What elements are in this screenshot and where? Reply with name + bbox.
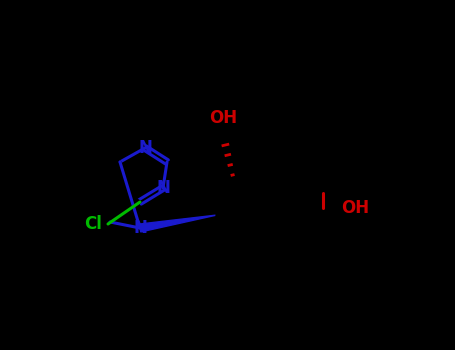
Text: N: N: [138, 139, 152, 157]
Text: Cl: Cl: [84, 215, 102, 233]
Polygon shape: [139, 215, 217, 232]
Text: OH: OH: [209, 109, 237, 127]
Text: OH: OH: [341, 199, 369, 217]
Text: N: N: [133, 219, 147, 237]
Text: N: N: [156, 179, 170, 197]
